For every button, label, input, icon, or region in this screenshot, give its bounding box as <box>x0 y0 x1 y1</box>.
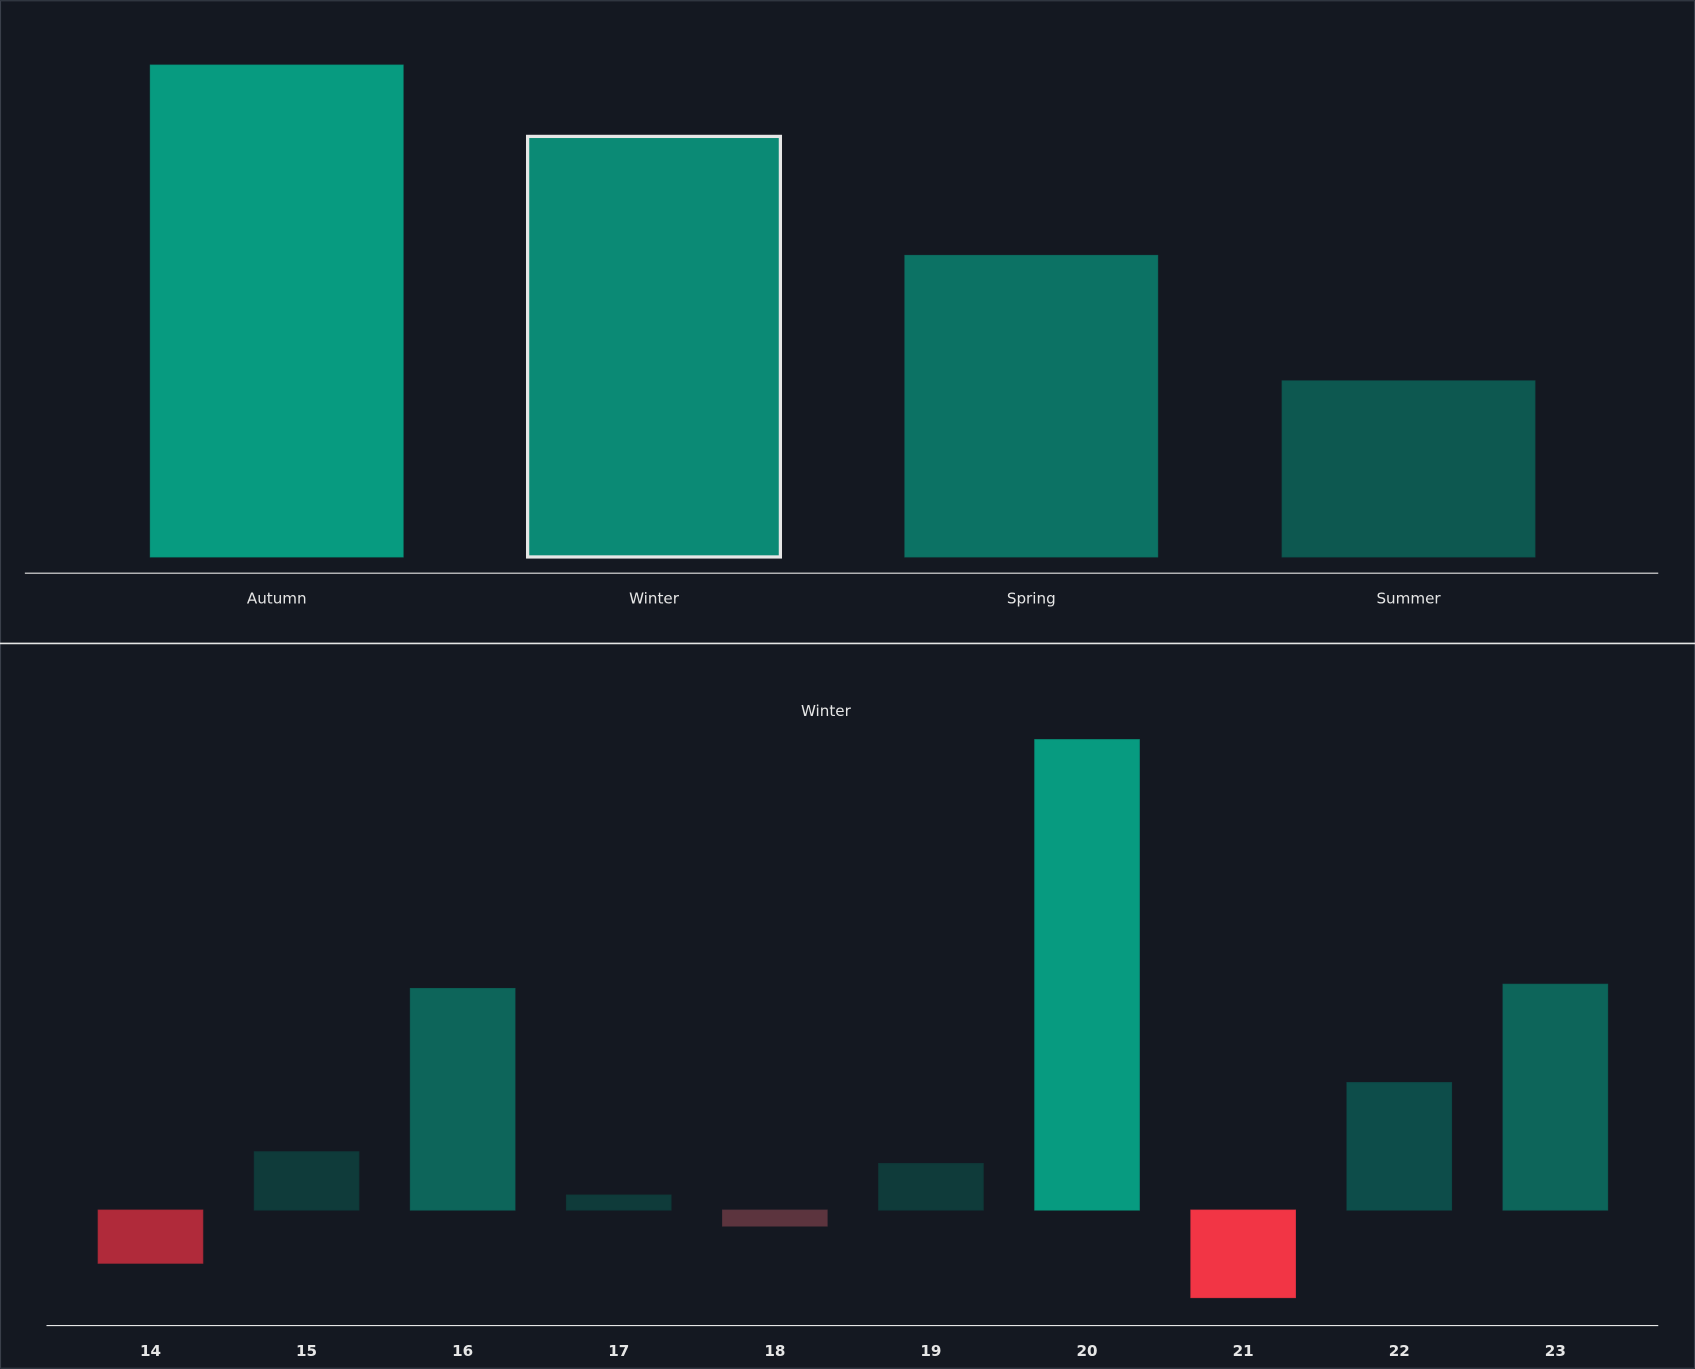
x-tick-label: Winter <box>629 590 680 608</box>
x-tick-label: Spring <box>1007 590 1056 608</box>
x-tick-label: Summer <box>1376 590 1441 608</box>
chart-title: Winter <box>801 702 852 720</box>
x-tick-label: 15 <box>296 1342 317 1360</box>
x-tick-label: 21 <box>1233 1342 1254 1360</box>
x-tick-label: Autumn <box>247 590 307 608</box>
x-tick-label: 17 <box>608 1342 629 1360</box>
bar <box>565 1194 672 1211</box>
bar <box>409 987 516 1211</box>
bar <box>1502 983 1609 1211</box>
bar <box>97 1209 204 1264</box>
bar <box>1190 1209 1296 1299</box>
bar[interactable] <box>1281 380 1536 558</box>
x-tick-label: 18 <box>764 1342 785 1360</box>
bar <box>1346 1082 1453 1211</box>
bar[interactable] <box>904 254 1159 558</box>
bar <box>1034 739 1140 1211</box>
x-tick-label: 19 <box>920 1342 941 1360</box>
bar <box>722 1209 828 1227</box>
x-tick-label: 22 <box>1389 1342 1410 1360</box>
bar[interactable] <box>149 64 404 558</box>
x-tick-label: 14 <box>140 1342 161 1360</box>
bar <box>878 1162 984 1211</box>
bar <box>253 1151 360 1211</box>
x-tick-label: 23 <box>1545 1342 1566 1360</box>
x-tick-label: 16 <box>452 1342 473 1360</box>
x-tick-label: 20 <box>1077 1342 1098 1360</box>
bar[interactable] <box>525 134 783 559</box>
